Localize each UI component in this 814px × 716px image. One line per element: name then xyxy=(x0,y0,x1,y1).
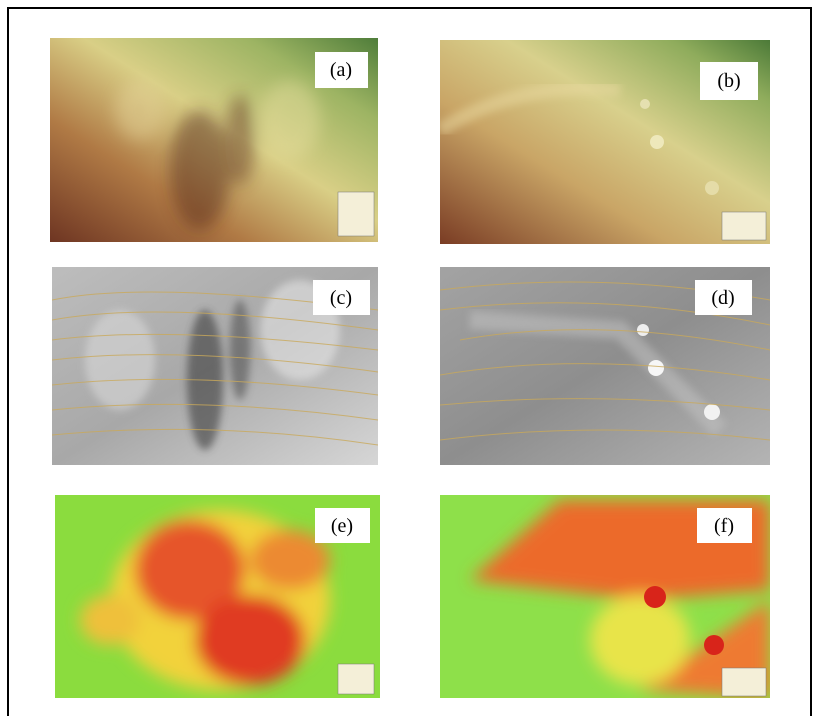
map-panel xyxy=(440,40,770,244)
label-box xyxy=(315,508,370,543)
panel-label: (c) xyxy=(330,287,352,309)
panel-label: (a) xyxy=(330,59,352,81)
panel-label: (f) xyxy=(714,515,734,537)
label-box xyxy=(695,280,752,315)
label-box xyxy=(700,62,758,100)
label-box xyxy=(697,508,752,543)
label-box xyxy=(315,52,368,88)
panel-label: (b) xyxy=(717,70,740,92)
map-panel xyxy=(55,495,380,698)
label-box xyxy=(313,280,370,315)
frame xyxy=(7,7,812,716)
panel-label: (e) xyxy=(331,515,353,537)
panel-label: (d) xyxy=(711,287,734,309)
